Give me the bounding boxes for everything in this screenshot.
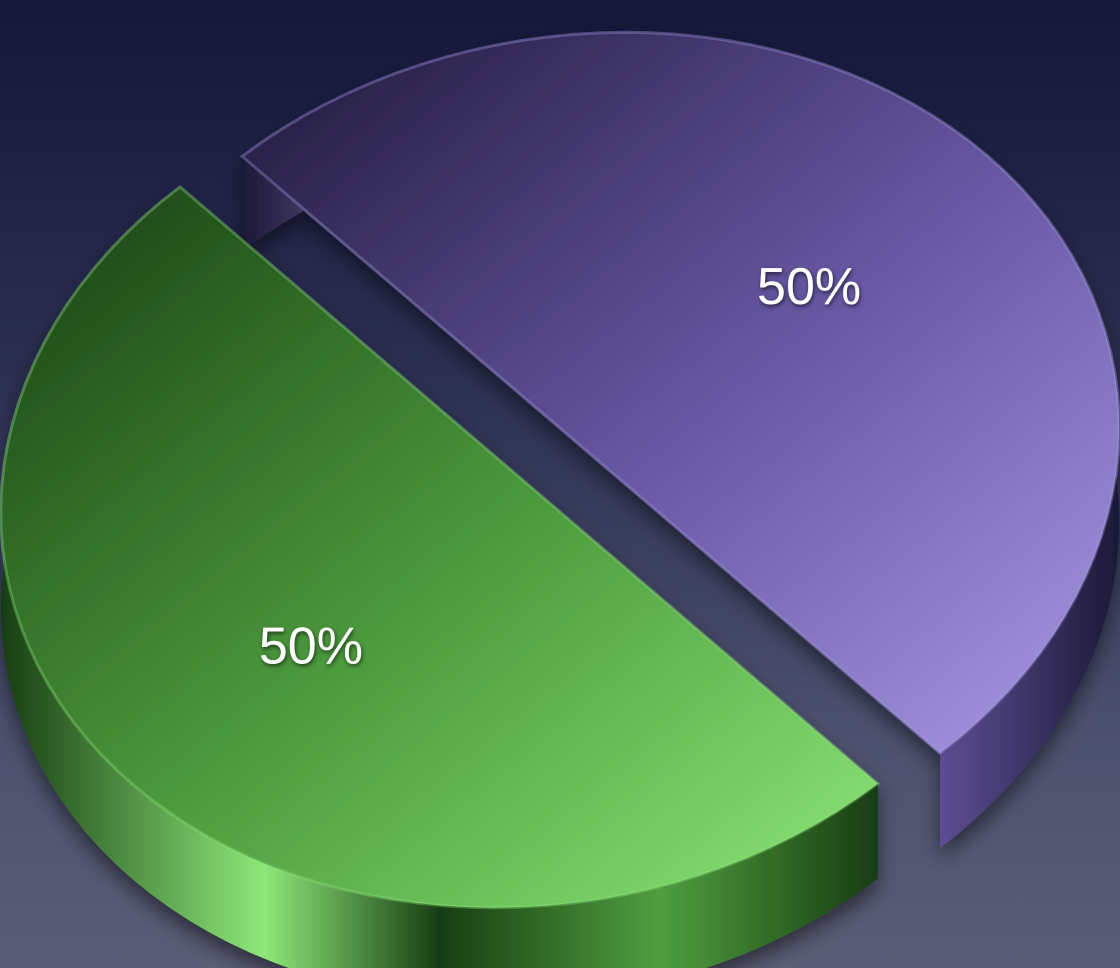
pie-slice-label: 50%: [259, 617, 363, 675]
pie-slice-label: 50%: [757, 258, 861, 316]
pie-slice-face: [239, 30, 1120, 756]
pie-slice-edge: [0, 186, 878, 968]
pie-slice-2: [0, 184, 881, 968]
pie-slice-1: [239, 30, 1120, 849]
pie-slice-face: [0, 184, 881, 910]
